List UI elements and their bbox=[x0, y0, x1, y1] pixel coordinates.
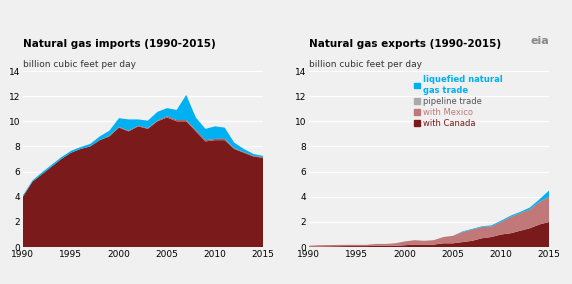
Text: Natural gas imports (1990-2015): Natural gas imports (1990-2015) bbox=[23, 39, 216, 49]
Text: Natural gas exports (1990-2015): Natural gas exports (1990-2015) bbox=[309, 39, 501, 49]
Text: billion cubic feet per day: billion cubic feet per day bbox=[23, 60, 136, 69]
Legend: liquefied natural
gas trade, pipeline trade, with Mexico, with Canada: liquefied natural gas trade, pipeline tr… bbox=[414, 75, 503, 128]
Text: billion cubic feet per day: billion cubic feet per day bbox=[309, 60, 422, 69]
Text: eia: eia bbox=[530, 36, 549, 46]
